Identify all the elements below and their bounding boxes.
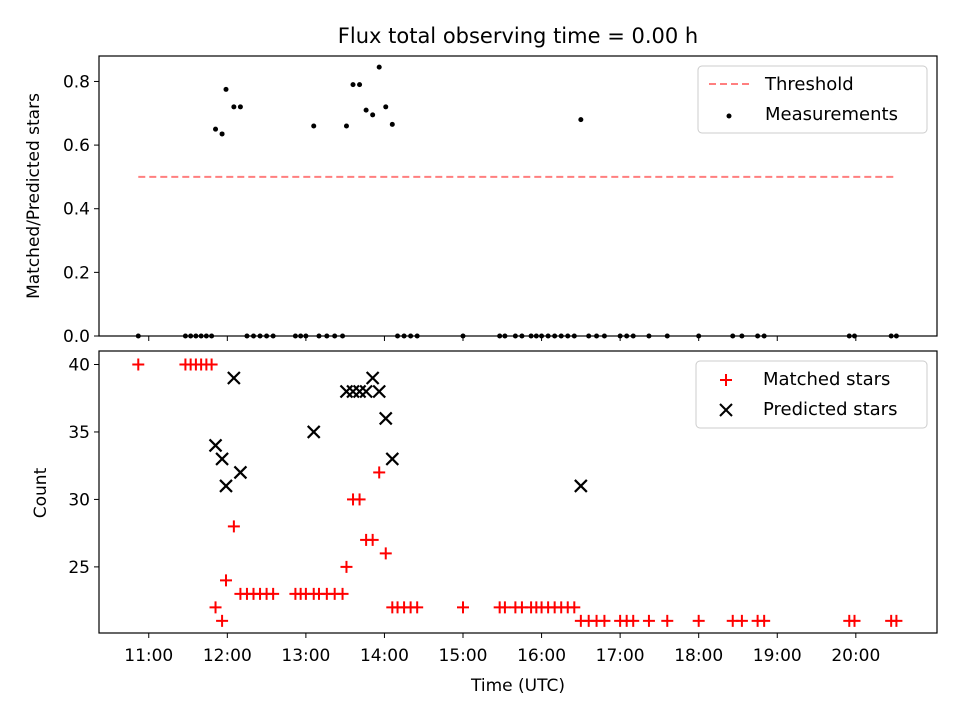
panel-count: 25 30 35 40 11:00 12:00 13:00 14:00 15:00 16:00 1… (31, 350, 938, 696)
ratio-y-tick-label: 0.4 (63, 200, 90, 220)
matched-legend-swatch (720, 374, 732, 386)
matched-star-point (568, 601, 581, 614)
ratio-y-tick-label: 0.8 (63, 72, 90, 92)
matched-star-point (209, 601, 222, 614)
matched-star-point (373, 466, 386, 479)
measurement-point (370, 112, 376, 118)
predicted-star-point (378, 411, 393, 426)
ratio-y-axis-label: Matched/Predicted stars (24, 93, 44, 299)
matched-star-point (132, 358, 145, 371)
measurement-point (343, 123, 349, 129)
matched-star-point (353, 493, 366, 506)
ratio-y-tick-label: 0.2 (63, 263, 90, 283)
matched-legend-label: Matched stars (763, 369, 890, 390)
matched-star-point (216, 614, 229, 627)
ratio-axes-frame (98, 55, 938, 337)
x-tick-label: 14:00 (360, 646, 409, 666)
matched-star-point (848, 614, 861, 627)
x-tick-label: 18:00 (674, 646, 723, 666)
matched-star-point (692, 614, 705, 627)
x-tick-label: 17:00 (596, 646, 645, 666)
matched-star-point (598, 614, 611, 627)
matched-star-point (735, 614, 748, 627)
measurement-point (219, 131, 225, 137)
count-y-tick-label: 30 (68, 490, 90, 510)
ratio-y-tick-label: 0.6 (63, 136, 90, 156)
x-tick-label: 11:00 (124, 646, 173, 666)
measurement-point (578, 117, 584, 123)
matched-star-point (661, 614, 674, 627)
measurement-point (357, 82, 363, 88)
measurement-point (213, 126, 219, 132)
matched-star-point (340, 560, 353, 573)
matched-star-point (366, 533, 379, 546)
x-tick-label: 13:00 (281, 646, 330, 666)
matched-star-point (758, 614, 771, 627)
predicted-star-point (574, 479, 588, 493)
x-axis-label: Time (UTC) (470, 676, 565, 696)
predicted-star-point (365, 371, 380, 385)
matched-star-point (411, 601, 424, 614)
predicted-star-point (339, 384, 354, 399)
predicted-star-point (227, 371, 241, 385)
predicted-star-point (306, 425, 321, 439)
measurement-point (383, 104, 389, 110)
ratio-legend: Threshold Measurements (697, 65, 928, 134)
measurement-point (376, 64, 382, 70)
matched-star-point (627, 614, 640, 627)
predicted-star-point (208, 438, 223, 453)
predicted-star-point (219, 479, 233, 493)
predicted-star-point (346, 384, 360, 399)
matched-star-point (205, 358, 218, 371)
matched-star-point (890, 614, 903, 627)
ratio-y-tick-label: 0.0 (63, 327, 90, 347)
predicted-star-point (233, 465, 248, 480)
measurements-legend-label: Measurements (765, 104, 898, 125)
count-y-axis-label: Count (31, 467, 51, 518)
matched-star-point (457, 601, 470, 614)
measurement-point (311, 123, 317, 129)
measurements-legend-swatch (726, 113, 732, 119)
count-y-tick-label: 40 (68, 355, 90, 375)
x-tick-label: 19:00 (753, 646, 802, 666)
matched-star-point (267, 587, 280, 600)
x-tick-label: 20:00 (831, 646, 880, 666)
panel-ratio: 0.00.20.40.60.8 Matched/Predicted stars … (24, 55, 938, 347)
x-tick-label: 16:00 (517, 646, 566, 666)
matched-star-point (642, 614, 655, 627)
measurement-point (363, 107, 369, 113)
matched-star-point (379, 547, 392, 560)
predicted-star-point (215, 452, 229, 466)
count-axes-frame (98, 350, 938, 634)
count-y-tick-label: 35 (68, 423, 90, 443)
threshold-legend-label: Threshold (764, 74, 854, 95)
predicted-legend-label: Predicted stars (763, 399, 897, 420)
predicted-star-point (352, 384, 367, 399)
x-tick-label: 15:00 (439, 646, 488, 666)
x-tick-label: 12:00 (203, 646, 252, 666)
count-legend: Matched stars Predicted stars (695, 360, 928, 429)
matched-star-point (227, 520, 240, 533)
predicted-star-point (372, 384, 386, 399)
predicted-star-point (359, 384, 373, 399)
chart-title: Flux total observing time = 0.00 h (338, 24, 698, 48)
count-legend-frame (695, 360, 928, 429)
measurement-point (350, 82, 356, 88)
predicted-star-point (385, 452, 400, 466)
measurement-point (231, 104, 237, 110)
matched-star-point (336, 587, 349, 600)
matched-star-point (498, 601, 511, 614)
measurement-point (223, 86, 229, 92)
measurement-point (237, 104, 243, 110)
count-y-tick-label: 25 (68, 558, 90, 578)
matched-star-point (220, 574, 233, 587)
predicted-legend-swatch (719, 403, 733, 417)
ratio-legend-frame (697, 65, 928, 134)
measurement-point (389, 121, 395, 127)
